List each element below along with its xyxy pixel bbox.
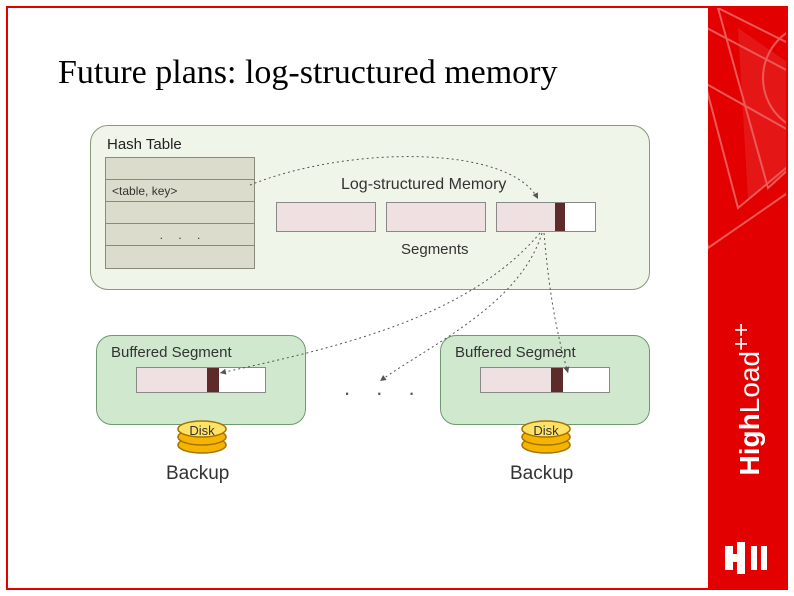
backup-caption-left: Backup	[166, 463, 229, 485]
ht-row-dots: . . .	[106, 224, 254, 246]
logo-plus: ++	[728, 323, 755, 351]
segments-row	[276, 202, 596, 232]
bufseg-fill	[481, 368, 551, 392]
hash-table: Hash Table <table, key> . . .	[105, 136, 255, 269]
backup-caption-right: Backup	[510, 463, 573, 485]
ellipsis: . . .	[344, 375, 425, 401]
logo-light: Load	[734, 351, 765, 413]
segments-label: Segments	[401, 241, 469, 258]
segment-empty	[565, 203, 595, 231]
bufseg-mark	[551, 368, 563, 392]
disk-label: Disk	[518, 423, 574, 438]
memory-box: Hash Table <table, key> . . . Log-struct…	[90, 125, 650, 290]
ht-row	[106, 158, 254, 180]
ht-row	[106, 246, 254, 268]
backup-label: Buffered Segment	[97, 336, 305, 365]
ht-row: <table, key>	[106, 180, 254, 202]
backup-label: Buffered Segment	[441, 336, 649, 365]
bufseg-mark	[207, 368, 219, 392]
diagram-canvas: Hash Table <table, key> . . . Log-struct…	[90, 125, 660, 545]
segment-mark	[555, 203, 565, 231]
disk-label: Disk	[174, 423, 230, 438]
segment	[386, 202, 486, 232]
logo-bold: High	[734, 413, 765, 475]
sidebar-decor	[708, 8, 786, 268]
buffered-segment	[136, 367, 266, 393]
bufseg-fill	[137, 368, 207, 392]
slide-title: Future plans: log-structured memory	[58, 54, 558, 92]
brand-logo-text: HighLoad++	[728, 323, 766, 476]
segment-partial	[496, 202, 596, 232]
memory-label: Log-structured Memory	[341, 176, 506, 194]
disk-icon-right: Disk	[518, 411, 574, 455]
brand-sidebar: HighLoad++	[708, 8, 786, 588]
disk-icon-left: Disk	[174, 411, 230, 455]
hash-table-title: Hash Table	[105, 136, 255, 153]
segment-fill	[497, 203, 555, 231]
brand-logo-mark	[725, 542, 769, 574]
hash-table-rows: <table, key> . . .	[105, 157, 255, 269]
ht-row	[106, 202, 254, 224]
segment	[276, 202, 376, 232]
buffered-segment	[480, 367, 610, 393]
